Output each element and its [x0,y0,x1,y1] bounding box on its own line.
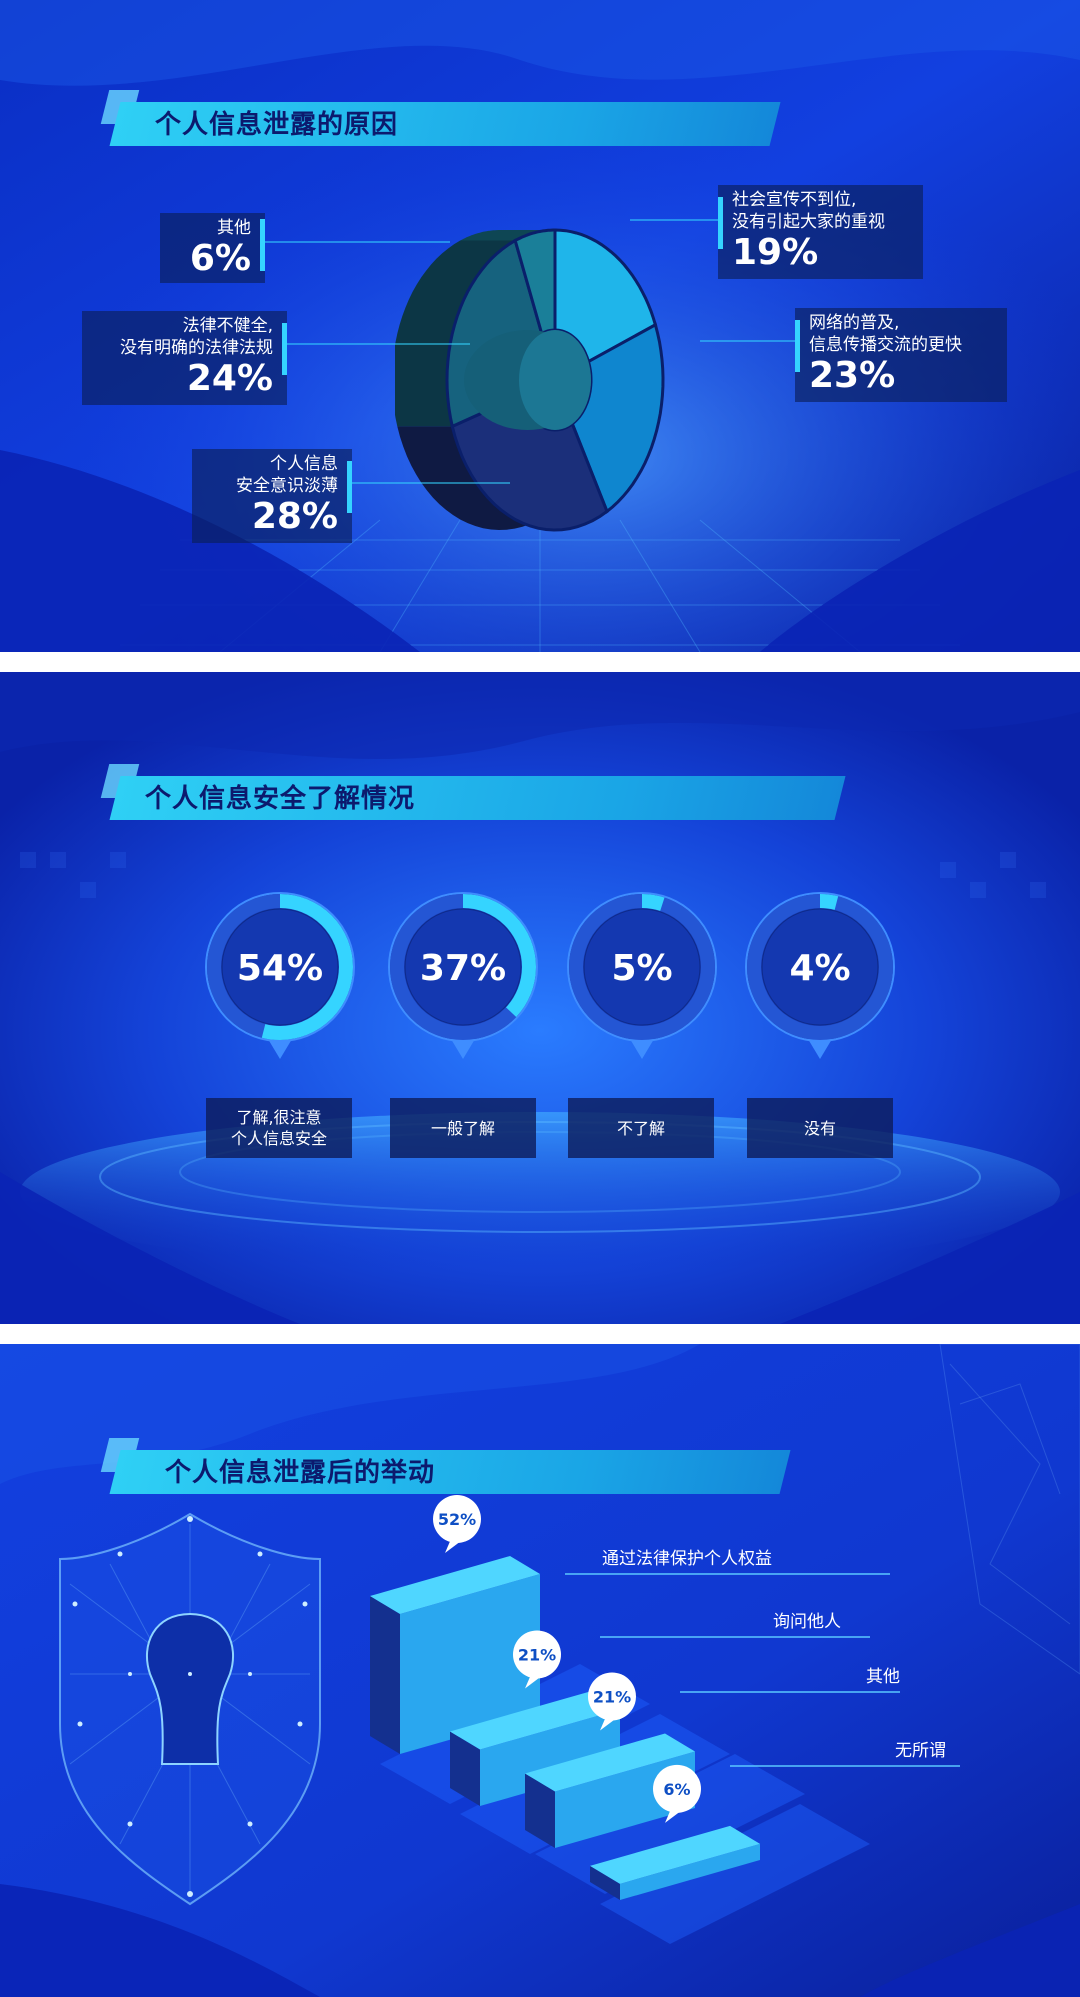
bar-category-label: 通过法律保护个人权益 [602,1549,772,1569]
gauge-caption-text: 不了解 [616,1118,665,1138]
gauge-caption-text: 没有 [803,1118,836,1138]
awareness-gauges: 54% 37% 5% 4% [205,892,895,1059]
title-banner: 个人信息安全了解情况 [95,764,846,820]
title-banner: 个人信息泄露后的举动 [95,1438,791,1494]
value-bubble-tail [600,1716,616,1731]
pie-hub-face [519,330,591,430]
gauge-progress [747,894,893,1040]
bar-side [590,1865,620,1900]
gauge-caption: 一般了解 [390,1098,536,1158]
slice-label-other-value: 6% [189,238,251,279]
gauge-caption-text: 一般了解 [430,1118,495,1138]
pie-slice-side [397,426,607,530]
bar [480,1709,620,1806]
reasons-pie-chart [395,228,665,532]
gauge-caption: 没有 [747,1098,893,1158]
bar-top [590,1825,760,1884]
pie-slice-side [395,240,516,427]
bar-category-label: 询问他人 [773,1612,841,1632]
value-bubble-tail [665,1808,681,1823]
slice-label-other-text: 其他 [217,218,251,238]
shield-icon [59,1512,321,1906]
slice-label-awareness-value: 28% [251,496,338,537]
bar-value-label: 21% [593,1687,631,1706]
bar-top [450,1691,620,1750]
slice-label-law-value: 24% [186,358,273,399]
page-title: 个人信息泄露的原因 [155,110,399,140]
bar-group: 52% 21% 21% 6% [370,1495,960,1944]
panel-leak-reasons: 个人信息泄露的原因 其他 6% 法律不健全, 没有明确的法律法规 24% 个人信… [0,0,1080,652]
page-title: 个人信息泄露后的举动 [165,1458,436,1488]
bar-side [525,1773,555,1848]
bar-top [525,1733,695,1792]
bar-side [450,1731,480,1806]
bar-base [600,1804,870,1944]
keyhole-icon [145,1612,235,1765]
gauge-caption: 了解,很注意 个人信息安全 [206,1098,352,1158]
gauge-inner [404,908,522,1026]
value-bubble [433,1495,481,1543]
gauge-value: 4% [789,948,850,989]
gauge-pointer [808,1039,832,1059]
value-bubble [513,1630,561,1679]
label-marker [347,461,352,513]
actions-bar-chart: 52% 21% 21% 6% [370,1495,960,1944]
gauge-pointer [630,1039,654,1059]
gauge-value: 54% [237,948,323,989]
title-banner: 个人信息泄露的原因 [95,90,781,146]
slice-label-law: 法律不健全, 没有明确的法律法规 24% [82,311,287,405]
gauge-caption: 不了解 [568,1098,714,1158]
gauge-value: 5% [611,948,672,989]
bar-value-label: 6% [663,1780,690,1799]
slice-label-other: 其他 6% [160,213,265,283]
bar [400,1574,540,1754]
slice-label-publicity: 社会宣传不到位, 没有引起大家的重视 19% [718,185,923,279]
slice-label-law-text: 法律不健全, 没有明确的法律法规 [120,316,273,358]
label-marker [718,197,723,249]
bar-category-label: 其他 [866,1667,900,1687]
slice-label-network: 网络的普及, 信息传播交流的更快 23% [795,308,1007,402]
value-bubble [588,1672,636,1721]
gauge-inner [583,908,701,1026]
label-marker [282,323,287,375]
slice-label-publicity-value: 19% [732,232,819,273]
slice-label-network-text: 网络的普及, 信息传播交流的更快 [809,313,962,355]
bar-top [370,1556,540,1614]
value-bubble-tail [525,1674,541,1689]
label-marker [795,320,800,372]
gauge-group: 54% 37% 5% 4% [205,892,895,1059]
label-marker [260,219,265,271]
panel-awareness: 个人信息安全了解情况 54% 37% 5% 4% 了解,很注意 个人信息安全 一般了解… [0,672,1080,1324]
gauge-caption-text: 了解,很注意 个人信息安全 [230,1108,327,1148]
bar-value-label: 52% [438,1510,476,1529]
gauge-progress [390,894,536,1040]
bar-side [370,1596,400,1754]
slice-label-publicity-text: 社会宣传不到位, 没有引起大家的重视 [732,190,885,232]
gauge-inner [761,908,879,1026]
bar-category-label: 无所谓 [895,1741,946,1761]
page-title: 个人信息安全了解情况 [145,784,416,814]
gauge-pointer [451,1039,475,1059]
gauge-pointer [268,1039,292,1059]
panel-actions-after-leak: 个人信息泄露后的举动 52% 21% 21% 6% 通过法律保护个人权益 询问他人 其… [0,1344,1080,1997]
pie-slices [395,228,665,532]
gauge-inner [221,908,339,1026]
slice-label-awareness: 个人信息 安全意识淡薄 28% [192,449,352,543]
bar-base [535,1754,805,1894]
slice-label-awareness-text: 个人信息 安全意识淡薄 [236,454,338,496]
value-bubble [653,1764,701,1813]
bar [620,1843,760,1900]
gauge-progress [569,894,715,1040]
slice-label-network-value: 23% [809,355,896,396]
gauge-progress [207,894,353,1040]
gauge-value: 37% [420,948,506,989]
bar-value-label: 21% [518,1645,556,1664]
value-bubble-tail [445,1539,461,1553]
